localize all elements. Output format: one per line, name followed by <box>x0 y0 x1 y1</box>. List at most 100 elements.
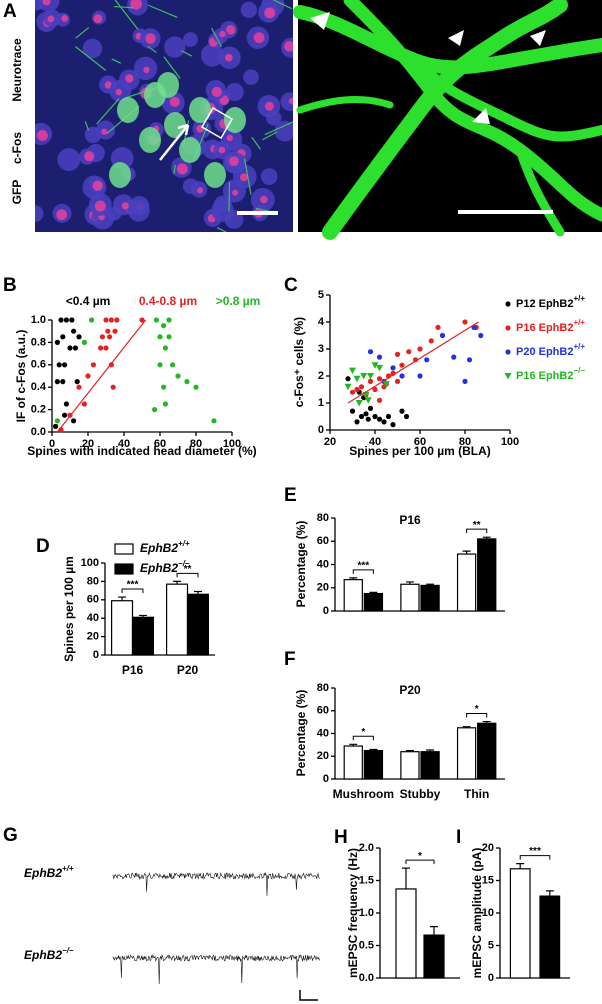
point <box>211 418 217 424</box>
cfos-signal <box>211 86 222 98</box>
point <box>435 324 441 330</box>
fit-line <box>347 321 479 404</box>
error-bar <box>430 926 438 936</box>
significance-bracket <box>466 713 488 718</box>
y-tick-label: 1.5 <box>359 874 374 886</box>
point <box>161 384 167 390</box>
cfos-signal <box>219 30 226 38</box>
y-tick-label: 0 <box>323 773 329 785</box>
y-tick-label: 40 <box>87 612 99 624</box>
point <box>349 367 356 375</box>
text-part: EphB2 <box>140 561 178 575</box>
nucleus <box>182 178 199 195</box>
bar <box>477 722 497 780</box>
point <box>110 384 116 390</box>
arrowhead <box>310 12 330 30</box>
point <box>103 345 109 351</box>
bar <box>456 553 477 612</box>
point <box>54 379 61 385</box>
y-tick-label: 1.0 <box>31 314 46 326</box>
significance-label: ** <box>473 520 481 531</box>
point <box>360 373 368 380</box>
cfos-signal <box>284 41 293 52</box>
point <box>99 334 105 340</box>
y-tick-label: 0 <box>93 649 99 661</box>
trace-label: EphB2−/− <box>24 946 74 962</box>
cfos-signal <box>288 97 293 105</box>
point <box>367 405 374 411</box>
point <box>349 408 356 414</box>
gfp-cell <box>204 162 226 188</box>
gfp-cell <box>179 137 201 163</box>
trace-scale-bar <box>299 990 318 1001</box>
y-tick-label: 1.0 <box>359 907 374 919</box>
superscript: +/+ <box>573 342 585 351</box>
point <box>63 317 69 323</box>
y-tick-label: 20 <box>317 582 329 594</box>
point <box>69 317 75 323</box>
bar <box>166 583 189 656</box>
neurite <box>173 164 176 175</box>
cfos-signal <box>36 130 48 141</box>
legend-swatch <box>114 543 134 555</box>
point <box>399 408 405 414</box>
cfos-signal <box>130 0 143 10</box>
channel-label: c-Fos <box>10 132 24 164</box>
panel-label: H <box>334 827 348 848</box>
y-tick-label: 40 <box>317 558 329 570</box>
point <box>71 418 77 424</box>
point <box>412 357 419 363</box>
neurite <box>264 121 293 136</box>
panel-label: F <box>284 649 296 670</box>
legend-marker <box>505 301 511 307</box>
significance-bracket <box>405 859 435 865</box>
superscript: +/+ <box>573 318 585 327</box>
nucleus <box>266 110 282 126</box>
cfos-signal <box>229 156 239 166</box>
nucleus <box>164 36 186 58</box>
panel-label: E <box>284 485 297 506</box>
bar <box>186 593 209 656</box>
point <box>390 365 396 371</box>
point <box>139 317 145 323</box>
bar <box>420 584 440 612</box>
gfp-cell <box>139 127 161 153</box>
y-tick-label: 60 <box>317 535 329 547</box>
cfos-signal <box>56 209 68 221</box>
y-tick-label: 2.0 <box>359 842 374 854</box>
bar <box>395 888 417 979</box>
text-part: P16 EphB2 <box>516 370 573 382</box>
point <box>428 338 434 344</box>
significance-label: * <box>475 704 479 715</box>
point <box>175 373 181 379</box>
cfos-signal <box>218 146 226 154</box>
traces <box>112 871 320 985</box>
neurite <box>262 131 278 141</box>
gfp-cell <box>189 97 211 123</box>
y-tick-label: 0.0 <box>31 426 46 438</box>
cfos-signal <box>143 66 150 74</box>
nucleus <box>35 205 44 223</box>
x-tick-label: 60 <box>154 438 166 450</box>
point <box>60 379 66 385</box>
significance-label: *** <box>357 561 369 572</box>
neurite <box>163 56 181 79</box>
dendrite <box>343 0 602 222</box>
y-tick-label: 15 <box>482 874 494 886</box>
legend-label: <0.4 µm <box>66 294 111 308</box>
superscript: +/+ <box>178 539 190 548</box>
inset-box <box>200 106 234 140</box>
trace-label: EphB2+/+ <box>24 864 74 880</box>
error-bar <box>402 867 410 889</box>
error-bar <box>545 890 554 897</box>
arrowhead <box>448 30 464 46</box>
error-bar <box>516 863 525 869</box>
point <box>74 379 80 385</box>
channel-label: GFP <box>10 180 24 205</box>
text-part: P20 EphB2 <box>516 346 573 358</box>
nucleus <box>274 120 293 142</box>
bar <box>420 751 440 780</box>
bar <box>423 934 445 979</box>
point <box>399 362 405 368</box>
point <box>60 334 66 340</box>
